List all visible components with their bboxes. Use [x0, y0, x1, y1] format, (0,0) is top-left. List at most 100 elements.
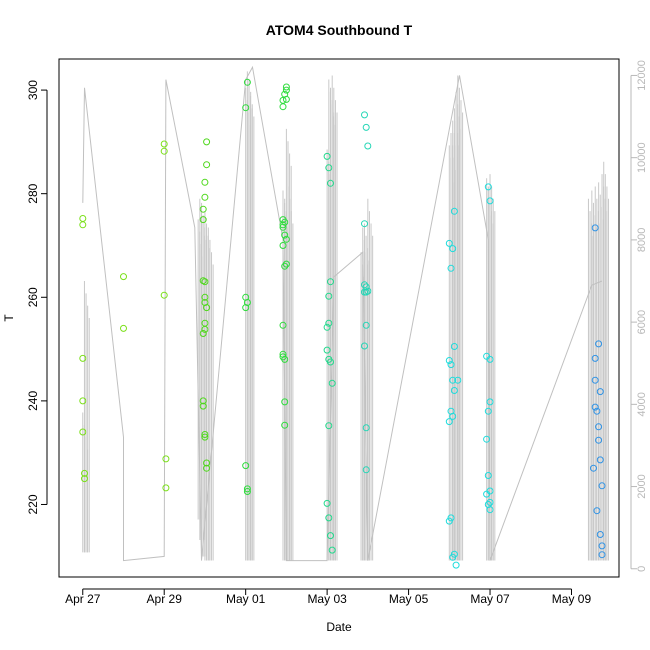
- point-s7-2: [591, 354, 599, 362]
- point-s5-1: [361, 220, 368, 228]
- x-tick-label-6: May 09: [552, 592, 592, 606]
- point-s3-0: [242, 104, 250, 112]
- point-s2-6: [201, 178, 209, 186]
- point-s6-30: [486, 506, 494, 514]
- point-s3-5: [243, 299, 251, 306]
- point-s2-9: [201, 293, 209, 301]
- point-s7-3: [591, 376, 599, 384]
- point-s5-2: [361, 281, 368, 289]
- point-s1-7: [120, 273, 127, 281]
- point-s5-8: [362, 321, 370, 329]
- point-s6-5: [447, 361, 455, 369]
- point-s2-2: [199, 277, 207, 285]
- point-s3-24: [282, 83, 290, 91]
- point-s6-13: [450, 343, 458, 350]
- point-s6-1: [445, 357, 453, 364]
- plot-marks: 220 240 260 280 300 0 2000 4000 6000 8000 10000 120…: [26, 60, 648, 606]
- y2-tick-label-4: 8000: [636, 228, 648, 252]
- point-s5-5: [362, 123, 370, 131]
- point-s7-1: [591, 224, 599, 232]
- point-s3-20: [281, 262, 289, 270]
- point-s3-3: [242, 462, 250, 470]
- point-s2-4: [199, 397, 207, 405]
- point-s3-14: [279, 321, 287, 329]
- point-s5-11: [364, 142, 372, 150]
- point-s5-9: [362, 424, 370, 432]
- point-s4-14: [328, 379, 336, 387]
- point-s2-16: [203, 161, 211, 169]
- point-s3-18: [281, 218, 289, 226]
- point-s3-27: [282, 235, 290, 243]
- x-tick-label-3: May 03: [307, 592, 347, 606]
- point-s2-0: [199, 205, 207, 213]
- point-s6-27: [486, 398, 494, 406]
- point-s1-1: [79, 221, 87, 229]
- point-s2-18: [203, 459, 211, 467]
- point-s6-16: [452, 561, 460, 569]
- point-s7-13: [598, 482, 606, 490]
- point-s2-15: [203, 138, 211, 146]
- point-s6-10: [449, 412, 457, 420]
- point-s6-25: [486, 197, 494, 205]
- point-s1-10: [160, 147, 168, 155]
- point-s3-22: [281, 398, 289, 406]
- y-tick-label-0: 220: [26, 494, 40, 514]
- point-s6-14: [450, 387, 458, 394]
- point-s4-6: [325, 319, 333, 327]
- point-s6-4: [447, 264, 455, 272]
- point-s4-0: [323, 152, 331, 160]
- point-s1-5: [81, 469, 88, 477]
- point-s5-7: [362, 288, 370, 296]
- point-s3-26: [282, 95, 290, 103]
- point-s6-9: [449, 376, 457, 384]
- point-s7-8: [595, 423, 603, 431]
- point-s7-14: [598, 542, 606, 550]
- point-s4-12: [327, 358, 334, 366]
- point-s1-9: [160, 140, 168, 148]
- x-tick-label-4: May 05: [389, 592, 429, 606]
- point-s4-5: [325, 292, 333, 300]
- point-s7-4: [591, 403, 599, 411]
- point-s6-12: [450, 207, 458, 215]
- point-s7-0: [590, 464, 597, 472]
- point-s5-0: [361, 111, 368, 119]
- point-s4-11: [327, 278, 334, 286]
- point-s1-8: [120, 324, 127, 332]
- point-s2-12: [201, 325, 209, 333]
- point-s3-4: [243, 78, 251, 86]
- y-axis-label: T: [2, 314, 16, 322]
- point-s3-23: [281, 421, 289, 429]
- point-s4-2: [323, 346, 331, 354]
- point-s6-22: [484, 407, 492, 415]
- point-s3-19: [281, 231, 289, 239]
- point-s1-2: [79, 354, 87, 362]
- point-s2-19: [203, 464, 211, 472]
- x-tick-label-5: May 07: [470, 592, 510, 606]
- point-s6-23: [484, 472, 492, 479]
- point-s3-28: [282, 260, 290, 268]
- x-tick-label-1: Apr 29: [147, 592, 183, 606]
- y-tick-label-1: 240: [26, 391, 40, 411]
- point-s2-1: [199, 216, 207, 224]
- point-s1-13: [162, 484, 170, 492]
- y-tick-label-4: 300: [26, 80, 40, 100]
- point-s1-11: [160, 291, 168, 299]
- point-s6-19: [483, 435, 491, 443]
- point-s5-10: [362, 466, 370, 474]
- point-s1-12: [162, 455, 170, 463]
- point-s2-17: [203, 304, 211, 312]
- point-s7-12: [596, 531, 604, 538]
- point-s7-6: [593, 507, 601, 515]
- point-s1-4: [79, 428, 87, 436]
- point-s7-7: [595, 340, 603, 348]
- y2-tick-label-2: 4000: [636, 392, 648, 416]
- y-tick-label-3: 280: [26, 183, 40, 203]
- x-tick-label-2: May 01: [226, 592, 266, 606]
- point-s6-8: [449, 245, 457, 253]
- y2-tick-label-6: 12000: [636, 60, 648, 91]
- point-s6-15: [450, 550, 458, 558]
- point-s3-25: [282, 86, 290, 94]
- point-s6-21: [484, 183, 492, 191]
- point-s6-17: [454, 376, 462, 384]
